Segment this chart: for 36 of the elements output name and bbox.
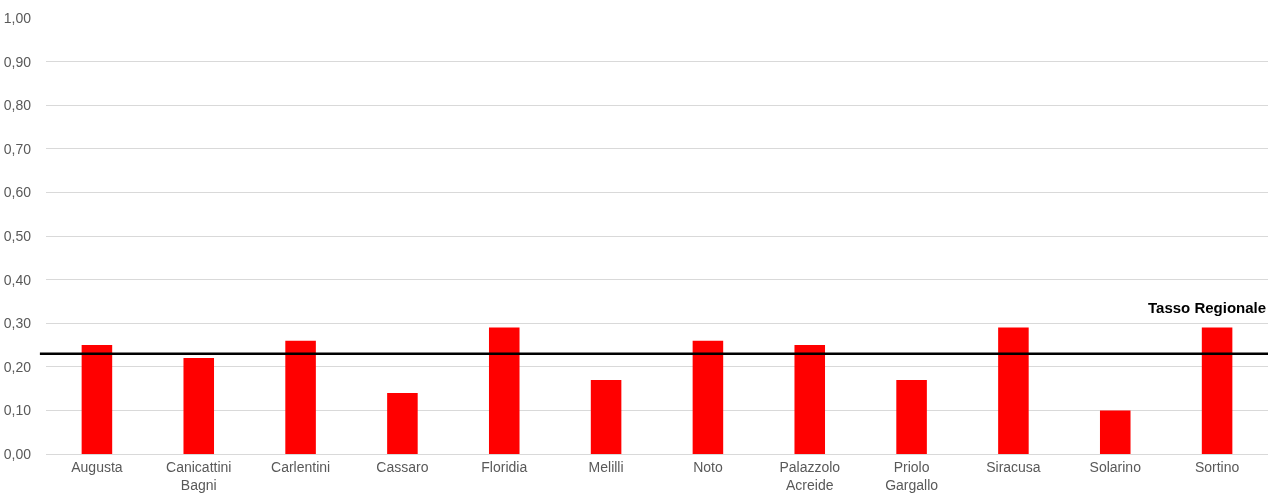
- x-tick-label: Augusta: [71, 458, 123, 475]
- x-tick-label: Sortino: [1194, 458, 1240, 475]
- x-tick-label: Palazzolo Acreide: [779, 458, 841, 493]
- y-tick-label: 0,90: [3, 53, 32, 70]
- bar: [81, 345, 113, 454]
- y-tick-label: 0,80: [3, 97, 32, 114]
- bar: [183, 358, 215, 454]
- bar: [488, 327, 520, 454]
- bar: [896, 379, 927, 454]
- bar: [590, 379, 622, 454]
- x-tick-label: Solarino: [1089, 458, 1142, 475]
- x-tick-label: Carlentini: [271, 458, 331, 475]
- bar: [692, 340, 724, 454]
- y-tick-label: 0,20: [3, 358, 32, 375]
- x-tick-label: Canicattini Bagni: [166, 458, 232, 493]
- bar: [998, 327, 1029, 454]
- x-tick-label: Melilli: [588, 458, 624, 475]
- bar: [1201, 327, 1233, 454]
- y-tick-label: 0,00: [3, 445, 32, 462]
- x-tick-label: Noto: [693, 458, 723, 475]
- ref-line-label: Tasso Regionale: [1148, 299, 1267, 316]
- y-tick-label: 1,00: [3, 9, 32, 26]
- x-tick-label: Cassaro: [376, 458, 429, 475]
- y-tick-label: 0,30: [3, 315, 32, 332]
- bar: [794, 345, 826, 454]
- x-tick-label: Floridia: [481, 458, 528, 475]
- x-tick-label: Siracusa: [986, 458, 1041, 475]
- x-tick-label: Priolo Gargallo: [885, 458, 939, 493]
- y-tick-label: 0,50: [3, 227, 32, 244]
- y-tick-label: 0,70: [3, 140, 32, 157]
- y-tick-label: 0,10: [3, 402, 32, 419]
- bar: [387, 392, 418, 454]
- bar: [285, 340, 316, 454]
- bar: [1099, 410, 1131, 454]
- y-tick-label: 0,40: [3, 271, 32, 288]
- y-tick-label: 0,60: [3, 184, 32, 201]
